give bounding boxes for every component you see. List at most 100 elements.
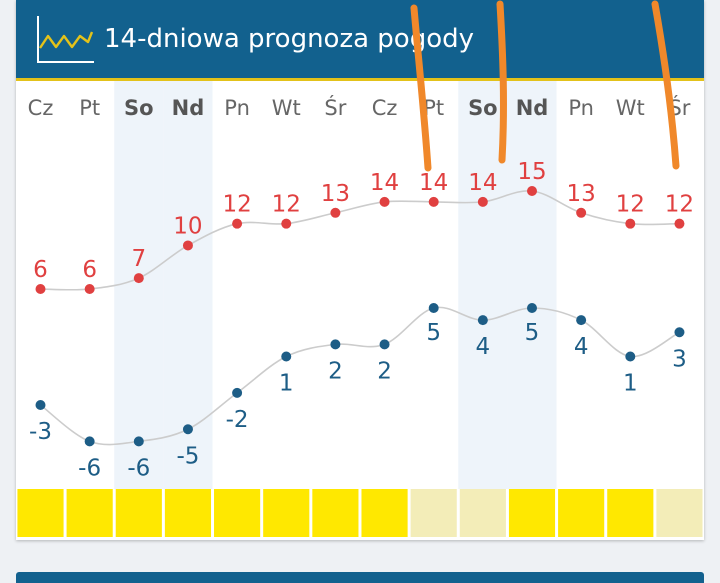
day-label: Nd — [516, 96, 549, 120]
day-label: Pt — [79, 96, 100, 120]
max-temp-label: 12 — [272, 192, 301, 218]
sun-block — [459, 489, 506, 537]
day-label: Pn — [224, 96, 250, 120]
sun-block — [410, 489, 457, 537]
line-chart-icon — [37, 16, 94, 63]
day-label: Cz — [372, 96, 398, 120]
max-temp-point — [625, 218, 636, 229]
sun-block — [558, 489, 605, 537]
min-temp-label: 3 — [672, 346, 687, 372]
max-temp-point — [576, 207, 587, 218]
max-temp-point — [281, 218, 292, 229]
max-temp-label: 14 — [419, 170, 448, 196]
min-temp-point — [133, 436, 144, 447]
min-temp-label: 1 — [623, 371, 638, 397]
sun-block — [656, 489, 703, 537]
max-temp-label: 6 — [82, 257, 97, 283]
day-label: Cz — [28, 96, 54, 120]
forecast-card: Cz Pt So Nd Pn Wt Śr Cz Pt So Nd Pn Wt Śr 6 6 7 10 12 12 13… — [16, 0, 704, 540]
max-temp-point — [428, 196, 439, 207]
sun-block — [312, 489, 359, 537]
min-temp-point — [379, 339, 390, 350]
page-title: 14-dniowa prognoza pogody — [104, 24, 475, 54]
max-temp-point — [379, 196, 390, 207]
min-temp-label: 4 — [476, 334, 491, 360]
sun-block — [607, 489, 654, 537]
min-temp-point — [477, 315, 488, 326]
min-temp-point — [576, 315, 587, 326]
weekend-band — [458, 81, 508, 489]
sun-block — [508, 489, 556, 537]
max-temp-label: 14 — [468, 170, 497, 196]
min-temp-label: 2 — [377, 358, 392, 384]
sun-block — [263, 489, 310, 537]
min-temp-point — [674, 327, 685, 338]
day-label: Wt — [272, 96, 301, 120]
max-temp-point — [527, 186, 537, 196]
min-temp-label: -6 — [78, 455, 101, 481]
day-label: Śr — [668, 95, 690, 120]
sun-block — [115, 489, 162, 537]
weekend-bands — [114, 81, 557, 489]
max-temp-point — [133, 273, 144, 284]
min-temp-label: -3 — [29, 419, 52, 445]
day-label: So — [124, 96, 154, 120]
weekend-band — [163, 81, 213, 489]
min-temp-label: -6 — [127, 455, 150, 481]
max-temp-labels: 6 6 7 10 12 12 13 14 14 14 15 13 12 12 — [33, 159, 694, 283]
max-temp-label: 13 — [567, 181, 596, 207]
max-temp-label: 6 — [33, 257, 48, 283]
min-temp-point — [330, 339, 341, 350]
min-temp-point — [527, 303, 537, 313]
sun-block — [164, 489, 212, 537]
day-label: Wt — [616, 96, 645, 120]
max-temp-label: 12 — [616, 192, 645, 218]
day-label: Pt — [423, 96, 444, 120]
min-temp-label: 1 — [279, 371, 294, 397]
min-temp-point — [281, 351, 292, 362]
sun-blocks — [17, 489, 703, 537]
day-label: Nd — [172, 96, 205, 120]
min-temp-label: 5 — [525, 320, 540, 346]
max-temp-label: 12 — [222, 192, 251, 218]
max-temp-label: 14 — [370, 170, 399, 196]
min-temp-point — [232, 387, 243, 398]
min-temp-point — [84, 436, 95, 447]
day-label: Pn — [568, 96, 594, 120]
card-header: 14-dniowa prognoza pogody — [16, 0, 704, 81]
day-labels: Cz Pt So Nd Pn Wt Śr Cz Pt So Nd Pn Wt Śr — [28, 95, 691, 120]
day-label: Śr — [324, 95, 346, 120]
min-temp-labels: -3 -6 -6 -5 -2 1 2 2 5 4 5 4 1 3 — [29, 320, 687, 481]
max-temp-point — [674, 218, 685, 229]
min-temp-points — [35, 303, 685, 447]
sun-block — [361, 489, 408, 537]
max-temp-point — [35, 284, 46, 294]
min-temp-label: 5 — [426, 320, 441, 346]
min-temp-label: 4 — [574, 334, 589, 360]
weekend-band — [114, 81, 164, 489]
min-temp-label: -5 — [176, 443, 199, 469]
min-temp-point — [428, 303, 439, 313]
min-temp-point — [625, 351, 636, 362]
min-temp-label: -2 — [226, 407, 249, 433]
max-temp-point — [330, 207, 341, 218]
next-card-header — [16, 572, 704, 583]
sun-block — [66, 489, 113, 537]
min-temp-point — [35, 400, 46, 410]
max-temp-points — [35, 186, 685, 294]
min-temp-label: 2 — [328, 358, 343, 384]
min-temp-point — [182, 424, 193, 435]
max-temp-point — [477, 196, 488, 207]
weekend-band — [507, 81, 557, 489]
sun-block — [17, 489, 64, 537]
max-temp-label: 15 — [517, 159, 546, 185]
day-label: So — [468, 96, 498, 120]
max-temp-label: 7 — [131, 246, 146, 272]
max-temp-label: 10 — [173, 213, 202, 239]
max-temp-point — [182, 240, 193, 251]
max-temp-point — [84, 284, 95, 294]
max-temp-label: 12 — [665, 192, 694, 218]
max-temp-label: 13 — [321, 181, 350, 207]
max-temp-point — [232, 218, 243, 229]
